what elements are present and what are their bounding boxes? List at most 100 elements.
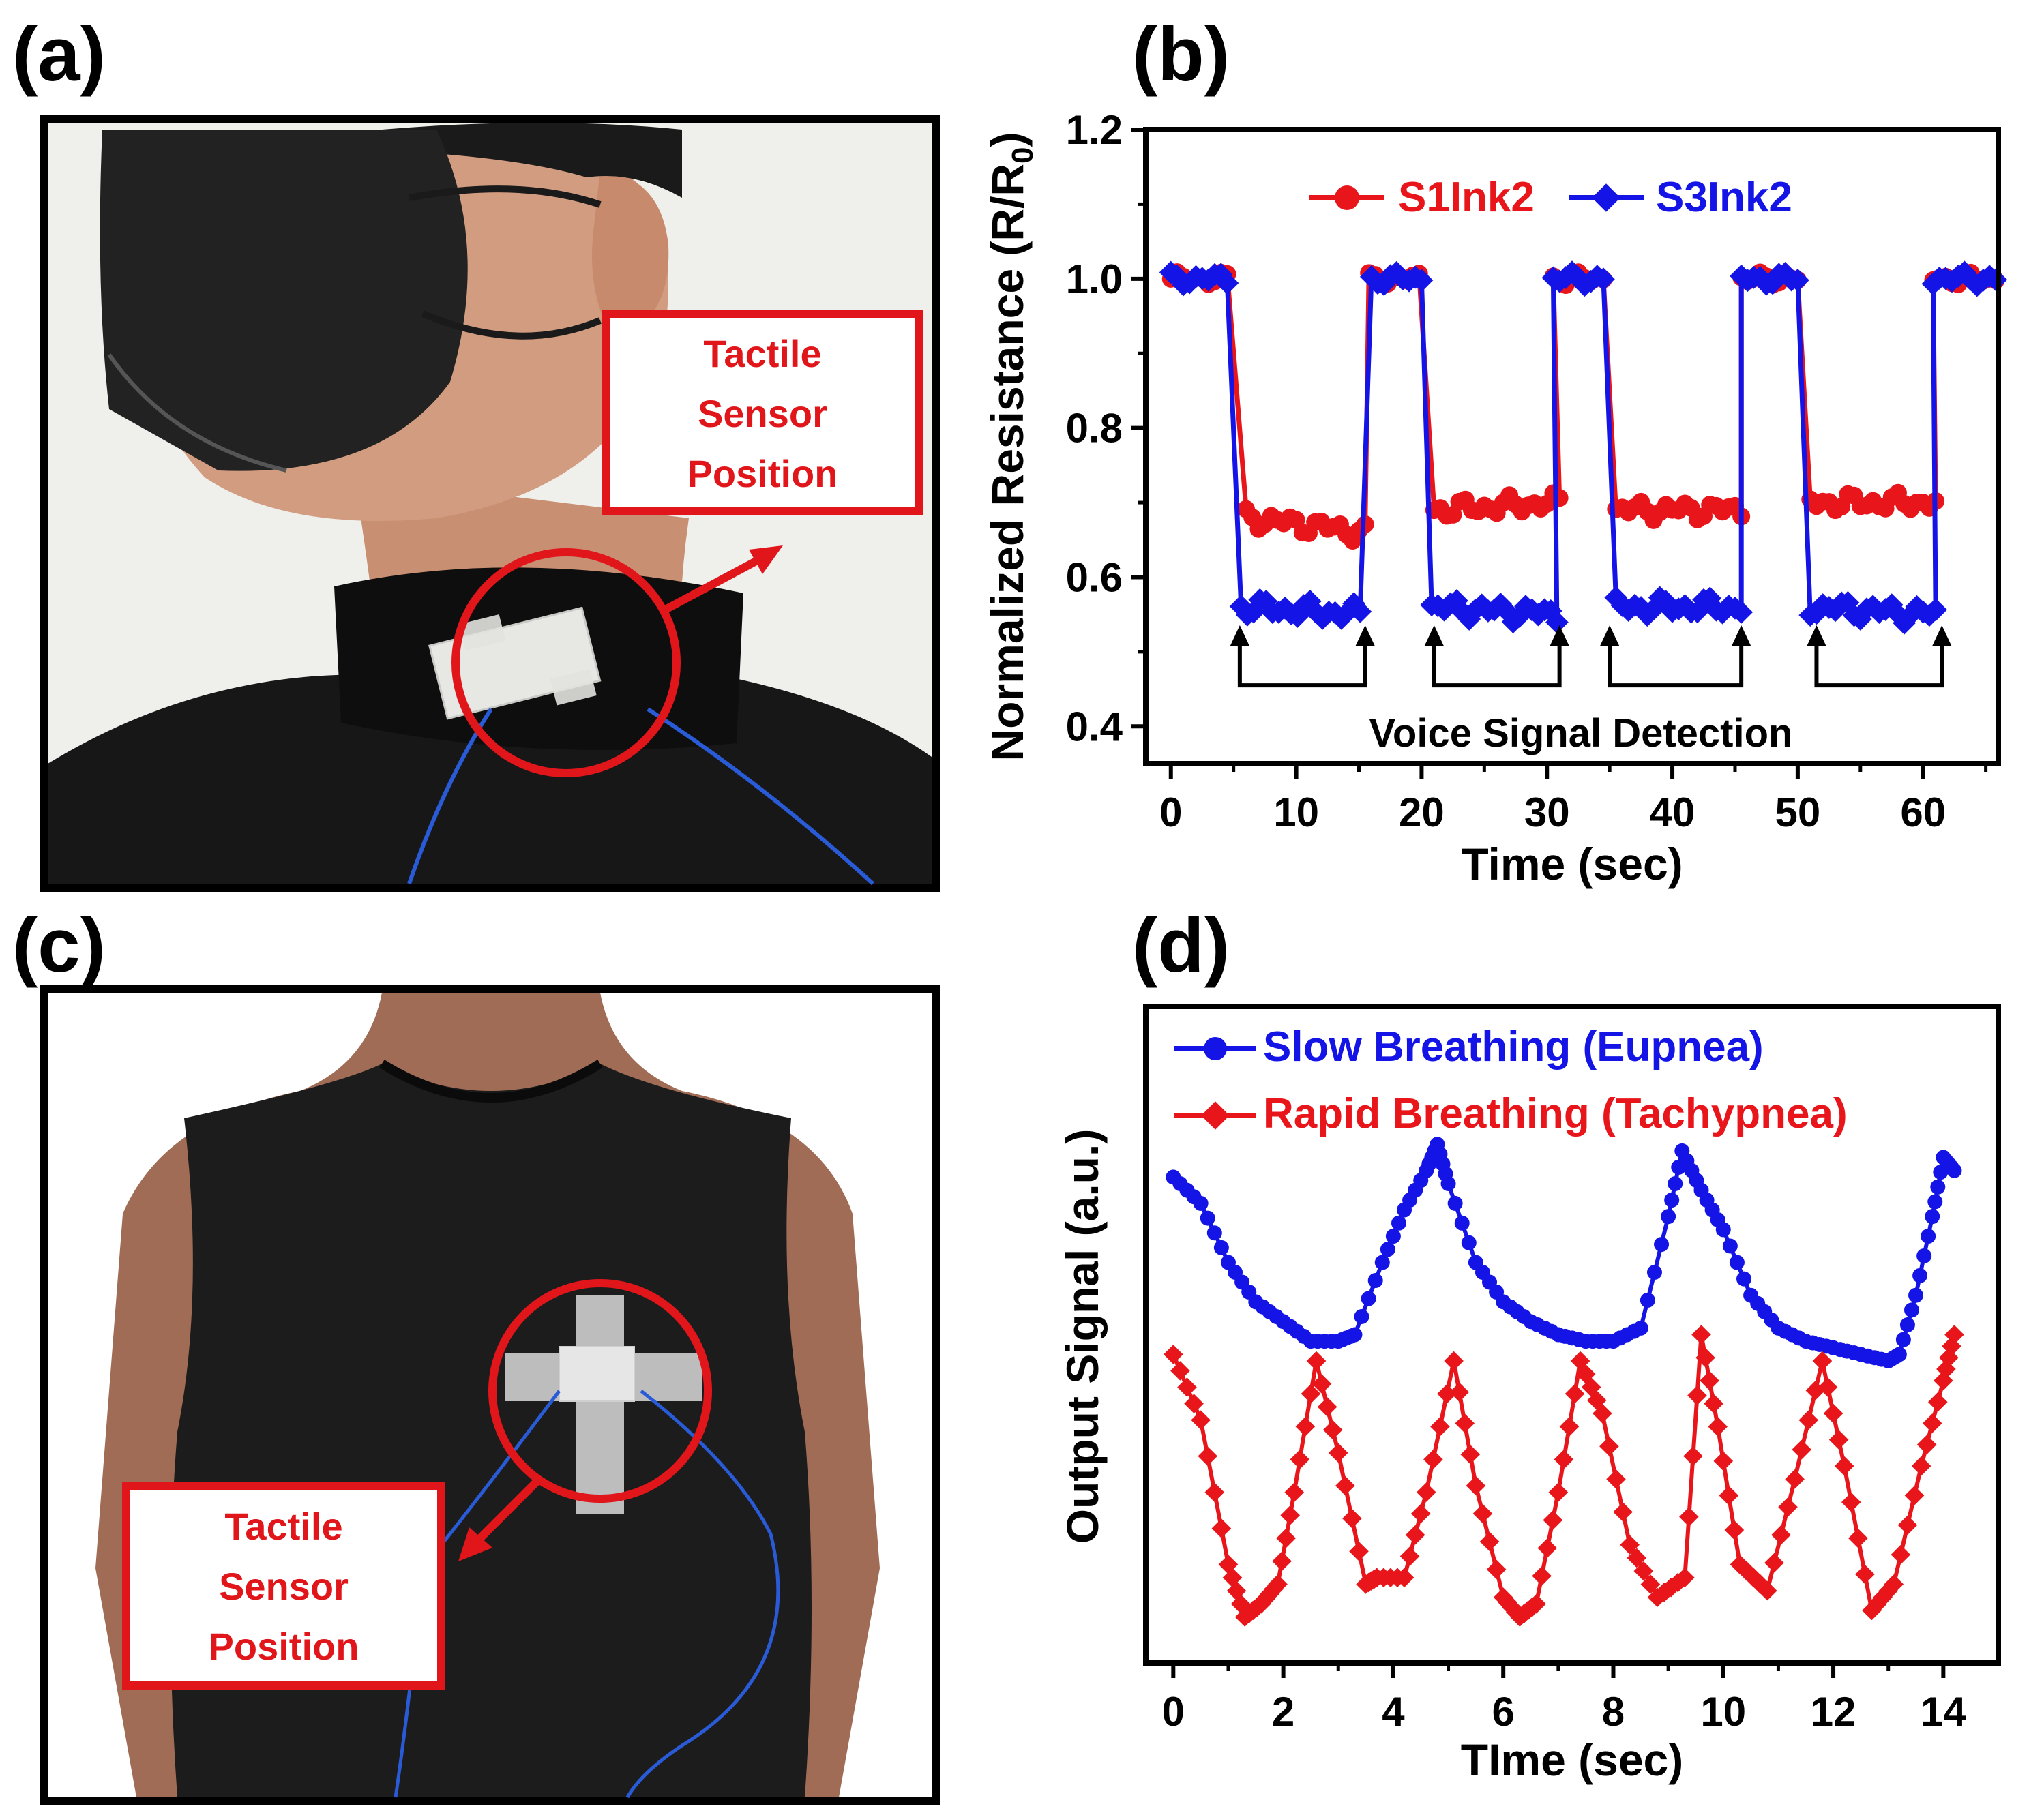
chart-b-x-tick-label: 40 — [1650, 790, 1695, 835]
chart-d-x-tick-label: 2 — [1272, 1689, 1294, 1735]
chart-b-point — [1824, 599, 1847, 623]
panel-d: (d) 0 2 4 6 8 10 12 14 TIme (sec) Output Signal… — [1057, 903, 2001, 1785]
chart-b-point — [1166, 265, 1189, 288]
chart-b-y-axis-title-end: ) — [982, 132, 1033, 147]
chart-d-point — [1410, 1503, 1431, 1524]
chart-d-point — [1455, 1413, 1475, 1433]
chart-b-y-tick-label: 0.4 — [1066, 704, 1123, 749]
chart-d-point — [1934, 1370, 1953, 1391]
chart-d-x-tick-label: 12 — [1811, 1689, 1856, 1735]
chart-d-frame — [1143, 1004, 2001, 1666]
chart-b-bracket — [1600, 625, 1751, 688]
chart-d-point — [1911, 1456, 1931, 1476]
chart-d-point — [1925, 1209, 1940, 1225]
chart-d-point — [1342, 1508, 1362, 1529]
chart-d-point — [1691, 1325, 1711, 1345]
chart-b-point — [1899, 603, 1923, 627]
chart-d-point — [1276, 1528, 1296, 1548]
chart-d-point — [1668, 1176, 1683, 1192]
chart-b-point — [1329, 606, 1353, 630]
chart-d-point — [1834, 1456, 1854, 1476]
chart-d-point — [1713, 1451, 1734, 1471]
chart-b-x-tick-labels: 0 10 20 30 40 50 60 — [1159, 790, 1946, 835]
chart-d-point — [1206, 1225, 1222, 1241]
chart-d-point — [1460, 1444, 1481, 1465]
chart-b-x-tick-label: 30 — [1524, 790, 1570, 835]
chart-d-point — [1695, 1347, 1715, 1368]
chart-b-series-s1ink2 — [1161, 263, 2005, 550]
chart-b-point — [1604, 586, 1628, 610]
chart-d-point — [1891, 1347, 1907, 1362]
chart-b-point — [1730, 601, 1753, 624]
chart-b-point — [1273, 596, 1297, 620]
chart-d-legend-label-slow: Slow Breathing (Eupnea) — [1263, 1023, 1764, 1070]
chart-d-point — [1461, 1235, 1477, 1250]
chart-d-point — [1613, 1502, 1633, 1522]
chart-d-point — [1912, 1268, 1928, 1283]
chart-d-point — [1193, 1195, 1209, 1211]
panel-b: (b) 0 10 20 30 40 50 60 0.4 0.6 0.8 1.0 1.2 Time (… — [982, 12, 2008, 889]
chart-d-point — [1904, 1486, 1925, 1505]
chart-d-series-rapid — [1164, 1325, 1964, 1627]
chart-d-point — [1640, 1574, 1661, 1594]
chart-d-point — [1543, 1510, 1563, 1530]
chart-b-bracket — [1424, 625, 1569, 688]
chart-d-point — [1724, 1520, 1745, 1540]
chart-b-point — [1451, 601, 1475, 625]
chart-d-point — [1633, 1320, 1648, 1336]
chart-b-x-tick-label: 50 — [1775, 790, 1821, 835]
chart-b-point — [1748, 265, 1772, 289]
callout-c-line-3: Position — [209, 1625, 359, 1668]
chart-d-point — [1904, 1302, 1919, 1318]
chart-b-x-tick-label: 10 — [1273, 790, 1319, 835]
chart-d-point — [1312, 1374, 1332, 1394]
chart-d-point — [1812, 1351, 1833, 1371]
chart-d-x-tick-label: 8 — [1602, 1689, 1625, 1735]
chart-d-point — [1440, 1176, 1456, 1192]
chart-d-point — [1554, 1450, 1574, 1469]
chart-d-point — [1559, 1417, 1580, 1437]
chart-d-point — [1654, 1237, 1670, 1253]
chart-d-point — [1729, 1255, 1745, 1270]
panel-d-label: (d) — [1132, 903, 1230, 988]
chart-b-point — [1197, 268, 1220, 292]
chart-d-point — [1437, 1383, 1457, 1404]
callout-c: Tactile Sensor Position — [122, 1279, 712, 1690]
chart-d-point — [1272, 1551, 1292, 1572]
chart-b-frame — [1143, 127, 2001, 766]
chart-d-point — [1722, 1238, 1738, 1254]
chart-d-point — [1394, 1568, 1414, 1588]
callout-a-line-2: Sensor — [698, 392, 827, 435]
chart-d-point — [1280, 1505, 1300, 1525]
chart-b-point — [1917, 603, 1941, 627]
chart-b-x-axis-title: Time (sec) — [1461, 839, 1683, 889]
chart-d-point — [1848, 1528, 1868, 1548]
panel-a-label: (a) — [12, 12, 106, 97]
chart-d-point — [1191, 1410, 1211, 1430]
chart-d-point — [1391, 1215, 1406, 1231]
chart-d-point — [1620, 1535, 1640, 1555]
chart-d-point — [1921, 1229, 1936, 1244]
chart-d-point — [1430, 1417, 1450, 1437]
chart-d-legend-symbol-slow — [1174, 1037, 1256, 1060]
chart-d-point — [1708, 1417, 1728, 1437]
chart-d-point — [1668, 1572, 1688, 1593]
chart-d-point — [1306, 1351, 1327, 1371]
chart-b-point — [1805, 601, 1828, 625]
chart-d-point — [1399, 1546, 1420, 1566]
chart-d-x-tick-label: 14 — [1921, 1689, 1966, 1735]
chart-d-point — [1454, 1215, 1470, 1231]
chart-b-point — [1254, 590, 1278, 613]
chart-b-point — [1178, 271, 1202, 295]
chart-d-point — [1679, 1507, 1699, 1527]
panel-c: (c) Tactile Sensor Position — [12, 903, 940, 1805]
chart-d-point — [1736, 1271, 1752, 1287]
chart-d-point — [1328, 1443, 1348, 1463]
chart-d-x-tick-label: 0 — [1162, 1689, 1185, 1735]
chart-d-point — [1927, 1392, 1948, 1412]
chart-d-y-axis-title: Output Signal (a.u.) — [1057, 1129, 1108, 1544]
chart-b-x-tick-label: 0 — [1159, 790, 1182, 835]
chart-b-y-tick-label: 0.8 — [1066, 406, 1123, 451]
chart-b-point — [1323, 601, 1347, 625]
chart-b-point — [1893, 611, 1916, 635]
